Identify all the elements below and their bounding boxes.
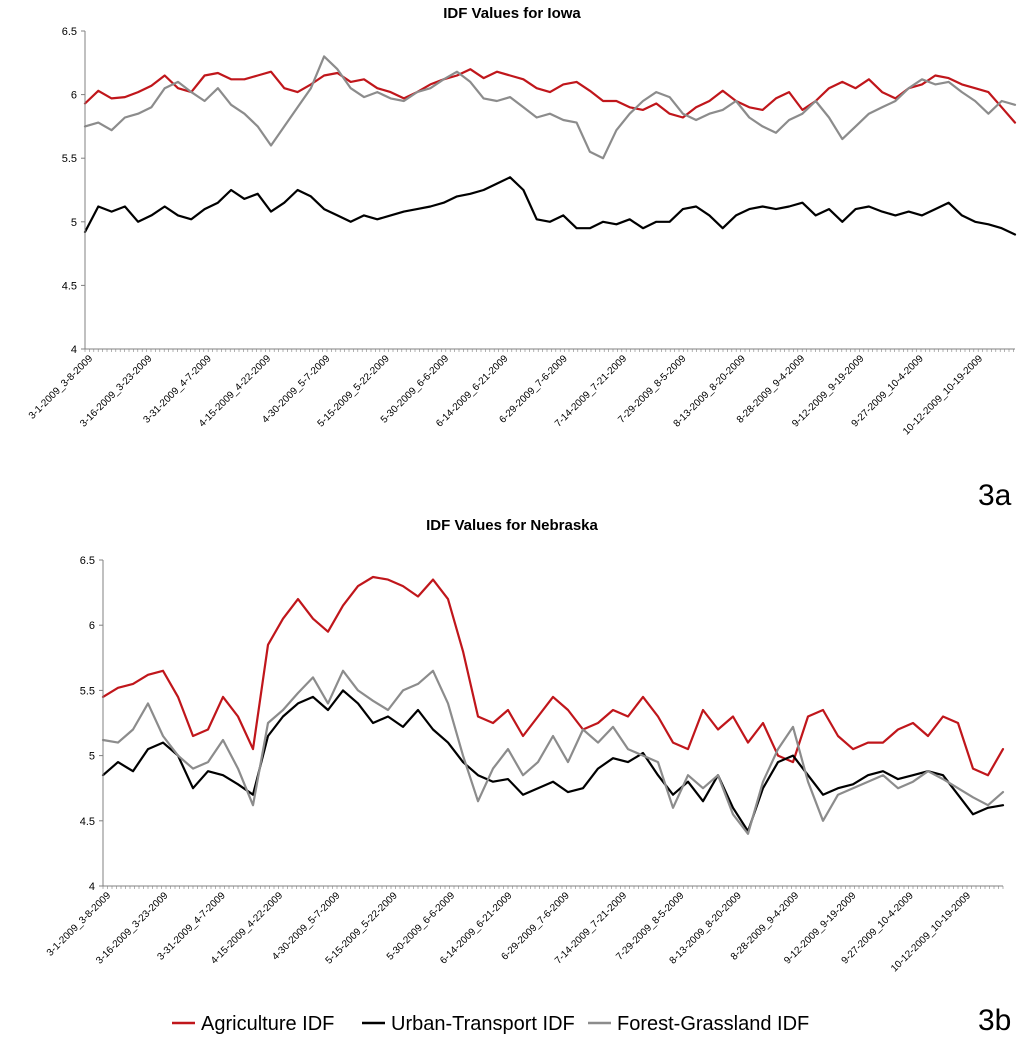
nebraska-x-axis-ticks: 3-1-2009_3-8-20093-16-2009_3-23-20093-31… <box>45 886 1004 974</box>
y-tick-label: 6 <box>71 90 77 102</box>
iowa-series-lines <box>83 55 1017 236</box>
y-tick-label: 6.5 <box>62 26 77 38</box>
series-line-agriculture-idf <box>83 68 1017 124</box>
series-line-urban-transport-idf <box>101 689 1005 833</box>
chart-nebraska: IDF Values for Nebraska 4 4.5 5 5.5 6 6.5 3-1… <box>45 517 1005 974</box>
y-tick-label: 5 <box>89 751 95 763</box>
legend-label-agriculture: Agriculture IDF <box>201 1013 334 1035</box>
legend: Agriculture IDF Urban-Transport IDF Fore… <box>172 1013 809 1035</box>
y-tick-label: 6 <box>89 620 95 632</box>
y-tick-label: 5 <box>71 217 77 229</box>
iowa-x-axis-ticks: 3-1-2009_3-8-20093-16-2009_3-23-20093-31… <box>27 349 1014 437</box>
y-tick-label: 4.5 <box>80 816 95 828</box>
chart-title-nebraska: IDF Values for Nebraska <box>426 517 598 534</box>
iowa-y-axis-ticks: 4 4.5 5 5.5 6 6.5 <box>62 26 85 356</box>
series-line-forest-grassland-idf <box>101 669 1005 835</box>
figure-label-3a: 3a <box>978 479 1012 512</box>
figure-label-3b: 3b <box>978 1004 1011 1037</box>
chart-title-iowa: IDF Values for Iowa <box>443 5 581 22</box>
legend-label-forest-grassland: Forest-Grassland IDF <box>617 1013 809 1035</box>
y-tick-label: 5.5 <box>62 153 77 165</box>
legend-label-urban-transport: Urban-Transport IDF <box>391 1013 575 1035</box>
series-line-agriculture-idf <box>101 575 1005 777</box>
series-line-urban-transport-idf <box>83 176 1017 236</box>
y-tick-label: 6.5 <box>80 555 95 567</box>
y-tick-label: 4 <box>71 344 77 356</box>
series-line-forest-grassland-idf <box>83 55 1017 160</box>
x-tick-label: 3-1-2009_3-8-2009 <box>27 353 96 422</box>
nebraska-y-axis-ticks: 4 4.5 5 5.5 6 6.5 <box>80 555 103 893</box>
x-tick-label: 3-1-2009_3-8-2009 <box>45 890 114 959</box>
y-tick-label: 4 <box>89 881 95 893</box>
nebraska-series-lines <box>101 575 1005 835</box>
y-tick-label: 5.5 <box>80 685 95 697</box>
y-tick-label: 4.5 <box>62 280 77 292</box>
chart-iowa: IDF Values for Iowa 4 4.5 5 5.5 6 6.5 3-1-200… <box>27 5 1017 437</box>
